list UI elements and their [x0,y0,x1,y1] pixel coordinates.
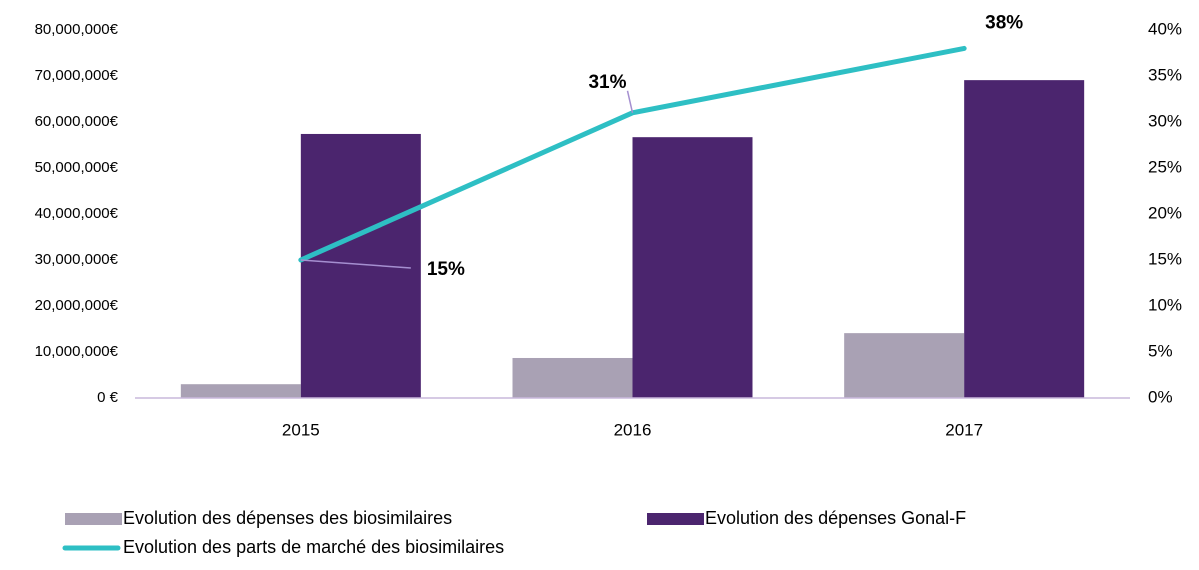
leader-line [626,90,634,113]
data-label: 31% [588,72,626,93]
bar [180,384,301,398]
y-tick-label: 0 € [97,389,119,406]
y2-tick-label: 20% [1148,203,1182,222]
y2-tick-label: 30% [1148,111,1182,130]
y-tick-label: 20,000,000€ [35,297,119,314]
legend-swatch [647,513,704,525]
leader-line [300,259,411,269]
bar [300,133,421,398]
legend-swatch [65,513,122,525]
y-tick-label: 70,000,000€ [35,67,119,84]
legend-label: Evolution des dépenses Gonal-F [705,508,966,528]
y2-tick-label: 10% [1148,295,1182,314]
data-label: 38% [985,12,1023,33]
y-tick-label: 50,000,000€ [35,159,119,176]
y2-tick-label: 40% [1148,19,1182,38]
bar [964,80,1085,398]
bar [844,333,965,398]
legend-label: Evolution des dépenses des biosimilaires [123,508,452,528]
y2-tick-label: 25% [1148,157,1182,176]
y2-tick-label: 5% [1148,341,1173,360]
y-tick-label: 10,000,000€ [35,343,119,360]
y-tick-label: 60,000,000€ [35,113,119,130]
bar [632,137,753,398]
y-tick-label: 40,000,000€ [35,205,119,222]
x-tick-label: 2015 [282,420,320,439]
x-tick-label: 2016 [614,420,652,439]
legend-label: Evolution des parts de marché des biosim… [123,537,504,557]
y2-tick-label: 15% [1148,249,1182,268]
bar [512,357,633,398]
y-tick-label: 80,000,000€ [35,21,119,38]
y2-tick-label: 0% [1148,387,1173,406]
x-tick-label: 2017 [945,420,983,439]
data-label: 15% [427,259,465,280]
y2-tick-label: 35% [1148,65,1182,84]
y-tick-label: 30,000,000€ [35,251,119,268]
